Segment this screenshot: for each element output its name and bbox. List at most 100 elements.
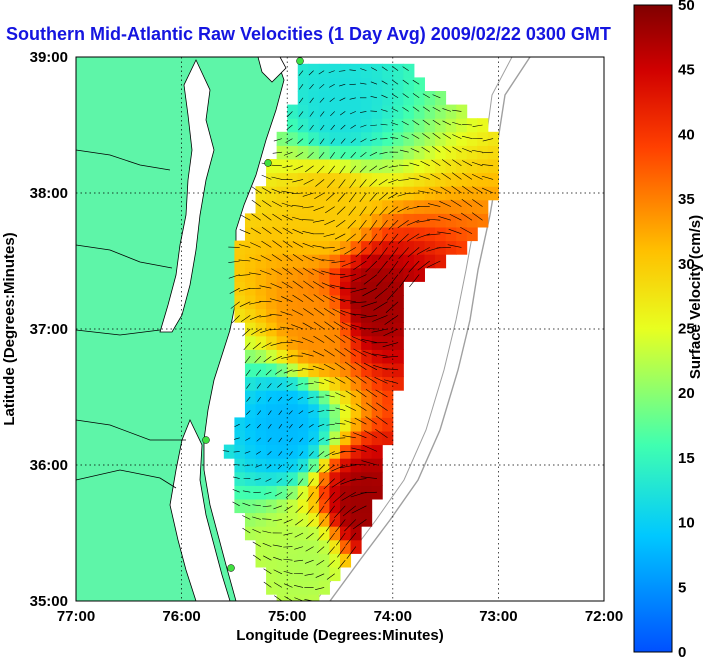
velocity-cell	[287, 118, 299, 133]
velocity-vector	[379, 151, 388, 155]
velocity-vector	[308, 70, 314, 76]
velocity-cell	[371, 471, 383, 486]
velocity-cell	[255, 213, 267, 228]
velocity-vector	[291, 216, 304, 221]
velocity-vector	[319, 83, 325, 89]
velocity-vector	[312, 281, 325, 289]
velocity-vector	[340, 152, 346, 159]
velocity-vector	[327, 559, 335, 568]
velocity-cell	[350, 145, 362, 160]
velocity-cell	[329, 390, 341, 405]
velocity-cell	[392, 335, 404, 350]
velocity-vector	[238, 259, 251, 262]
velocity-vector	[295, 505, 304, 514]
velocity-cell	[266, 295, 278, 310]
velocity-vector	[232, 501, 240, 507]
velocity-vector	[242, 515, 251, 520]
velocity-vector	[441, 172, 452, 180]
velocity-vector	[337, 192, 346, 202]
velocity-vector	[313, 294, 325, 303]
velocity-cell	[276, 131, 288, 146]
velocity-vector	[312, 219, 325, 223]
velocity-cell	[371, 281, 383, 296]
velocity-cell	[382, 145, 394, 160]
velocity-vector	[263, 491, 272, 495]
velocity-cell	[276, 444, 288, 459]
velocity-vector	[351, 274, 367, 282]
velocity-vector	[349, 69, 356, 71]
velocity-vector	[363, 362, 378, 371]
velocity-cell	[308, 213, 320, 228]
velocity-vector	[441, 159, 452, 167]
velocity-vector	[330, 138, 335, 145]
velocity-cell	[329, 254, 341, 269]
velocity-vector	[349, 165, 357, 174]
velocity-cell	[329, 499, 341, 514]
velocity-vector	[355, 375, 367, 384]
velocity-vector	[222, 450, 230, 452]
velocity-cell	[329, 213, 341, 228]
velocity-cell	[276, 213, 288, 228]
y-tick-label: 38:00	[30, 185, 68, 202]
velocity-vector	[314, 192, 325, 200]
velocity-cell	[318, 308, 330, 323]
velocity-cell	[392, 91, 404, 106]
velocity-cell	[329, 376, 341, 391]
velocity-cell	[392, 308, 404, 323]
velocity-vector	[388, 247, 399, 260]
velocity-cell	[466, 172, 478, 187]
velocity-cell	[266, 444, 278, 459]
velocity-cell	[297, 349, 309, 364]
velocity-vector	[416, 233, 430, 239]
velocity-vector	[344, 361, 357, 371]
velocity-vector	[336, 206, 346, 215]
velocity-vector	[278, 437, 283, 443]
velocity-cell	[456, 131, 468, 146]
velocity-cell	[340, 159, 352, 174]
velocity-vector	[284, 596, 293, 601]
velocity-vector	[309, 124, 314, 131]
velocity-cell	[371, 213, 383, 228]
velocity-vector	[330, 111, 335, 117]
velocity-cell	[255, 403, 267, 418]
velocity-cell	[266, 553, 278, 568]
velocity-vector	[461, 199, 473, 207]
velocity-vector	[272, 240, 283, 248]
velocity-cell	[350, 431, 362, 446]
velocity-vector	[397, 219, 409, 229]
velocity-vector	[383, 368, 399, 371]
velocity-vector	[302, 206, 314, 209]
velocity-vector	[337, 560, 346, 570]
velocity-vector	[246, 396, 251, 402]
velocity-vector	[451, 172, 462, 180]
velocity-cell	[350, 376, 362, 391]
velocity-vector	[242, 502, 251, 507]
velocity-cell	[466, 227, 478, 242]
velocity-cell	[244, 417, 257, 432]
velocity-vector	[324, 321, 335, 330]
velocity-cell	[276, 431, 288, 446]
velocity-cell	[287, 553, 299, 568]
velocity-cell	[308, 104, 320, 119]
velocity-vector	[294, 532, 304, 538]
velocity-vector	[392, 79, 399, 85]
velocity-vector	[438, 216, 451, 221]
velocity-vector	[442, 146, 452, 153]
velocity-cell	[244, 363, 257, 378]
velocity-cell	[329, 349, 341, 364]
velocity-vector	[302, 242, 314, 248]
velocity-cell	[318, 485, 330, 500]
velocity-vector	[355, 389, 367, 398]
velocity-cell	[255, 308, 267, 323]
velocity-vector	[365, 375, 378, 384]
velocity-vector	[412, 120, 420, 126]
velocity-cell	[350, 499, 362, 514]
velocity-vector	[317, 532, 325, 541]
velocity-cell	[340, 526, 352, 541]
velocity-vectors	[222, 66, 494, 601]
velocity-vector	[360, 491, 377, 494]
velocity-vector	[240, 315, 251, 322]
velocity-cell	[371, 131, 383, 146]
velocity-cell	[361, 254, 373, 269]
velocity-vector	[350, 478, 367, 481]
